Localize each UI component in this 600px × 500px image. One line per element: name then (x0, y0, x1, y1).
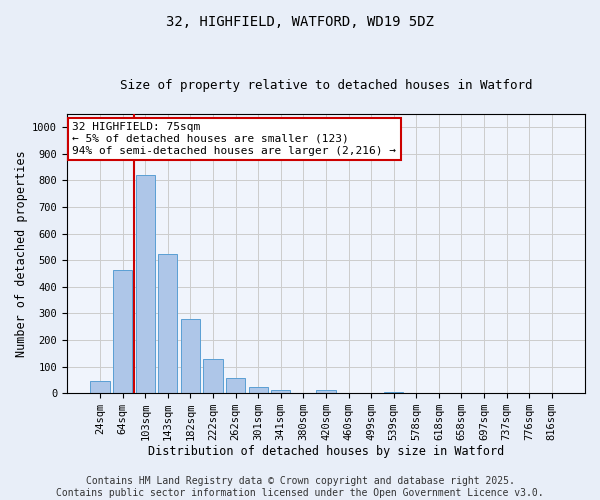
Bar (226, 378, 245, 393)
Title: Size of property relative to detached houses in Watford: Size of property relative to detached ho… (119, 79, 532, 92)
Bar (91, 380, 110, 393)
Bar (203, 358, 223, 393)
Bar (113, 270, 132, 393)
Bar (384, 392, 403, 393)
Bar (158, 254, 178, 393)
Bar (136, 175, 155, 393)
Text: 32, HIGHFIELD, WATFORD, WD19 5DZ: 32, HIGHFIELD, WATFORD, WD19 5DZ (166, 15, 434, 29)
Bar (271, 390, 290, 393)
Bar (181, 318, 200, 393)
Bar (316, 390, 335, 393)
Y-axis label: Number of detached properties: Number of detached properties (15, 150, 28, 357)
Text: Contains HM Land Registry data © Crown copyright and database right 2025.
Contai: Contains HM Land Registry data © Crown c… (56, 476, 544, 498)
Text: 32 HIGHFIELD: 75sqm
← 5% of detached houses are smaller (123)
94% of semi-detach: 32 HIGHFIELD: 75sqm ← 5% of detached hou… (72, 122, 396, 156)
Bar (248, 388, 268, 393)
X-axis label: Distribution of detached houses by size in Watford: Distribution of detached houses by size … (148, 444, 504, 458)
